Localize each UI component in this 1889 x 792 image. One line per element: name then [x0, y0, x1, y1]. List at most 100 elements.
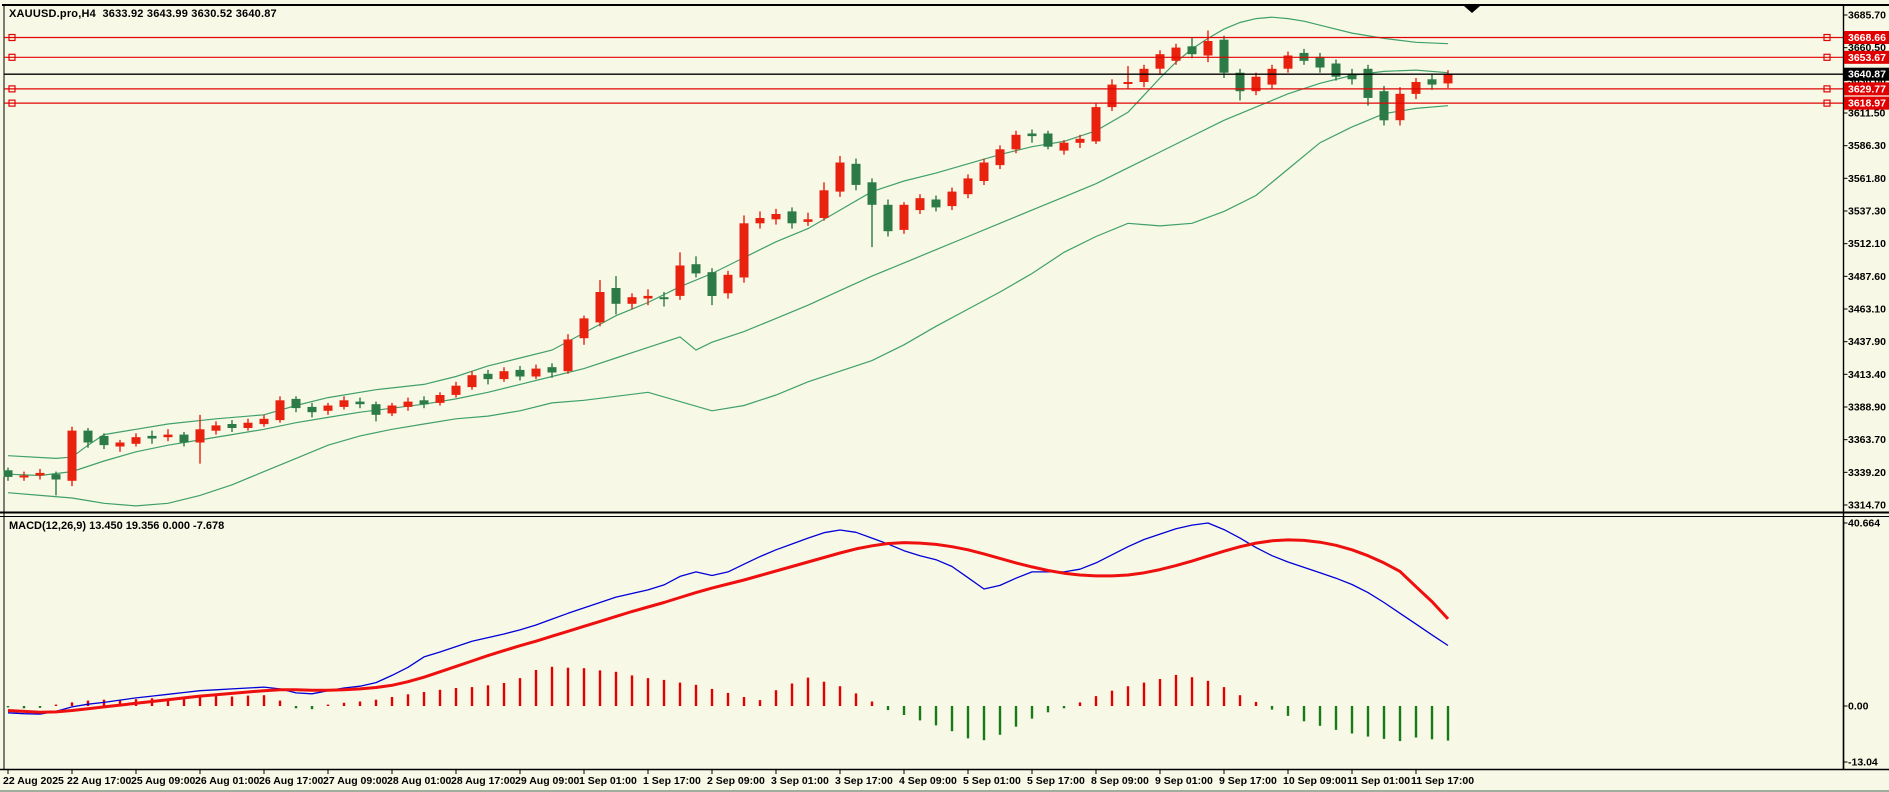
bull-candle — [387, 405, 397, 414]
time-axis-label: 22 Aug 2025 — [3, 775, 64, 787]
bear-candle — [355, 401, 365, 405]
bear-candle — [611, 288, 621, 304]
bull-candle — [1059, 142, 1069, 151]
time-axis-label: 1 Sep 17:00 — [643, 775, 701, 787]
price-level-badge — [1844, 82, 1889, 96]
bollinger-middle-band — [7, 69, 1449, 477]
bull-candle — [451, 385, 461, 395]
bull-candle — [1107, 84, 1117, 108]
current-price-badge — [1844, 67, 1889, 81]
bull-candle — [739, 223, 749, 278]
price-badge-label: 3653.67 — [1848, 52, 1886, 64]
bull-candle — [1123, 82, 1133, 84]
macd-axis-label: 0.00 — [1848, 701, 1869, 713]
bull-candle — [403, 401, 413, 407]
price-badge-label: 3618.97 — [1848, 98, 1886, 110]
time-axis-label: 28 Aug 17:00 — [451, 775, 516, 787]
bear-candle — [291, 398, 301, 409]
bull-candle — [115, 442, 125, 447]
bull-candle — [323, 405, 333, 411]
bear-candle — [1363, 68, 1373, 98]
bull-candle — [995, 149, 1005, 166]
price-axis-label: 3363.70 — [1848, 434, 1886, 446]
price-line-right-handle[interactable] — [1823, 99, 1831, 107]
time-axis-label: 22 Aug 17:00 — [67, 775, 132, 787]
bull-candle — [771, 214, 781, 220]
chart-shift-marker-icon[interactable] — [1464, 6, 1480, 13]
macd-indicator-label: MACD(12,26,9) 13.450 19.356 0.000 -7.678 — [9, 520, 225, 532]
price-axis-label: 3561.80 — [1848, 173, 1886, 185]
price-level-badge — [1844, 96, 1889, 110]
bear-candle — [1235, 72, 1245, 92]
bull-candle — [531, 368, 541, 377]
bull-candle — [131, 437, 141, 444]
time-axis-label: 9 Sep 01:00 — [1155, 775, 1213, 787]
price-line-left-handle[interactable] — [8, 33, 16, 42]
bull-candle — [899, 204, 909, 230]
bear-candle — [1315, 56, 1325, 68]
bull-candle — [579, 318, 589, 339]
price-axis-label: 3314.70 — [1848, 500, 1886, 512]
macd-axis-label: 40.664 — [1848, 518, 1880, 530]
price-axis-label: 3586.30 — [1848, 140, 1886, 152]
time-axis-label: 10 Sep 09:00 — [1283, 775, 1347, 787]
bull-candle — [1443, 74, 1453, 84]
bull-candle — [1075, 138, 1085, 143]
time-axis-label: 5 Sep 17:00 — [1027, 775, 1085, 787]
bear-candle — [227, 424, 237, 428]
bull-candle — [1155, 54, 1165, 69]
time-axis-label: 26 Aug 17:00 — [259, 775, 324, 787]
bear-candle — [3, 470, 13, 477]
bull-candle — [1011, 134, 1021, 150]
bull-candle — [435, 395, 445, 403]
price-line-right-handle[interactable] — [1823, 85, 1831, 93]
bear-candle — [1427, 79, 1437, 85]
bull-candle — [275, 400, 285, 421]
bull-candle — [1091, 107, 1101, 142]
bull-candle — [1171, 47, 1181, 61]
time-axis-label: 25 Aug 09:00 — [131, 775, 196, 787]
macd-axis-label: -13.04 — [1848, 757, 1878, 769]
bull-candle — [1411, 82, 1421, 94]
bear-candle — [515, 369, 525, 377]
bear-candle — [83, 430, 93, 443]
bull-candle — [563, 339, 573, 372]
price-level-badge — [1844, 50, 1889, 64]
bull-candle — [499, 371, 509, 380]
time-axis-label: 27 Aug 09:00 — [323, 775, 388, 787]
time-axis-label: 11 Sep 01:00 — [1347, 775, 1410, 787]
price-line-left-handle[interactable] — [8, 85, 16, 93]
bear-candle — [51, 474, 61, 480]
price-line-left-handle[interactable] — [8, 53, 16, 61]
price-line-left-handle[interactable] — [8, 99, 16, 107]
price-line-right-handle[interactable] — [1823, 53, 1831, 61]
time-axis-label: 9 Sep 17:00 — [1219, 775, 1277, 787]
price-axis-label: 3611.50 — [1848, 108, 1886, 120]
time-axis-label: 3 Sep 01:00 — [771, 775, 829, 787]
bollinger-lower-band — [7, 105, 1449, 507]
price-axis-label: 3413.40 — [1848, 369, 1886, 381]
price-axis-label: 3388.90 — [1848, 402, 1886, 414]
bull-candle — [835, 162, 845, 192]
bull-candle — [723, 274, 733, 294]
time-axis-label: 3 Sep 17:00 — [835, 775, 893, 787]
bull-candle — [627, 297, 637, 304]
time-axis-label: 26 Aug 01:00 — [195, 775, 260, 787]
bear-candle — [1187, 46, 1197, 55]
window-bottom-edge — [0, 790, 1889, 792]
bull-candle — [755, 218, 765, 224]
bull-candle — [67, 430, 77, 481]
price-badge-label: 3640.87 — [1848, 69, 1886, 81]
bear-candle — [483, 373, 493, 380]
candlestick-series — [3, 30, 1453, 496]
bear-candle — [931, 199, 941, 208]
bear-candle — [707, 272, 717, 296]
bear-candle — [867, 182, 877, 205]
price-line-right-handle[interactable] — [1823, 33, 1831, 42]
bear-candle — [307, 406, 317, 413]
time-axis-label: 28 Aug 01:00 — [387, 775, 452, 787]
price-axis-label: 3339.20 — [1848, 467, 1886, 479]
bull-candle — [211, 425, 221, 431]
